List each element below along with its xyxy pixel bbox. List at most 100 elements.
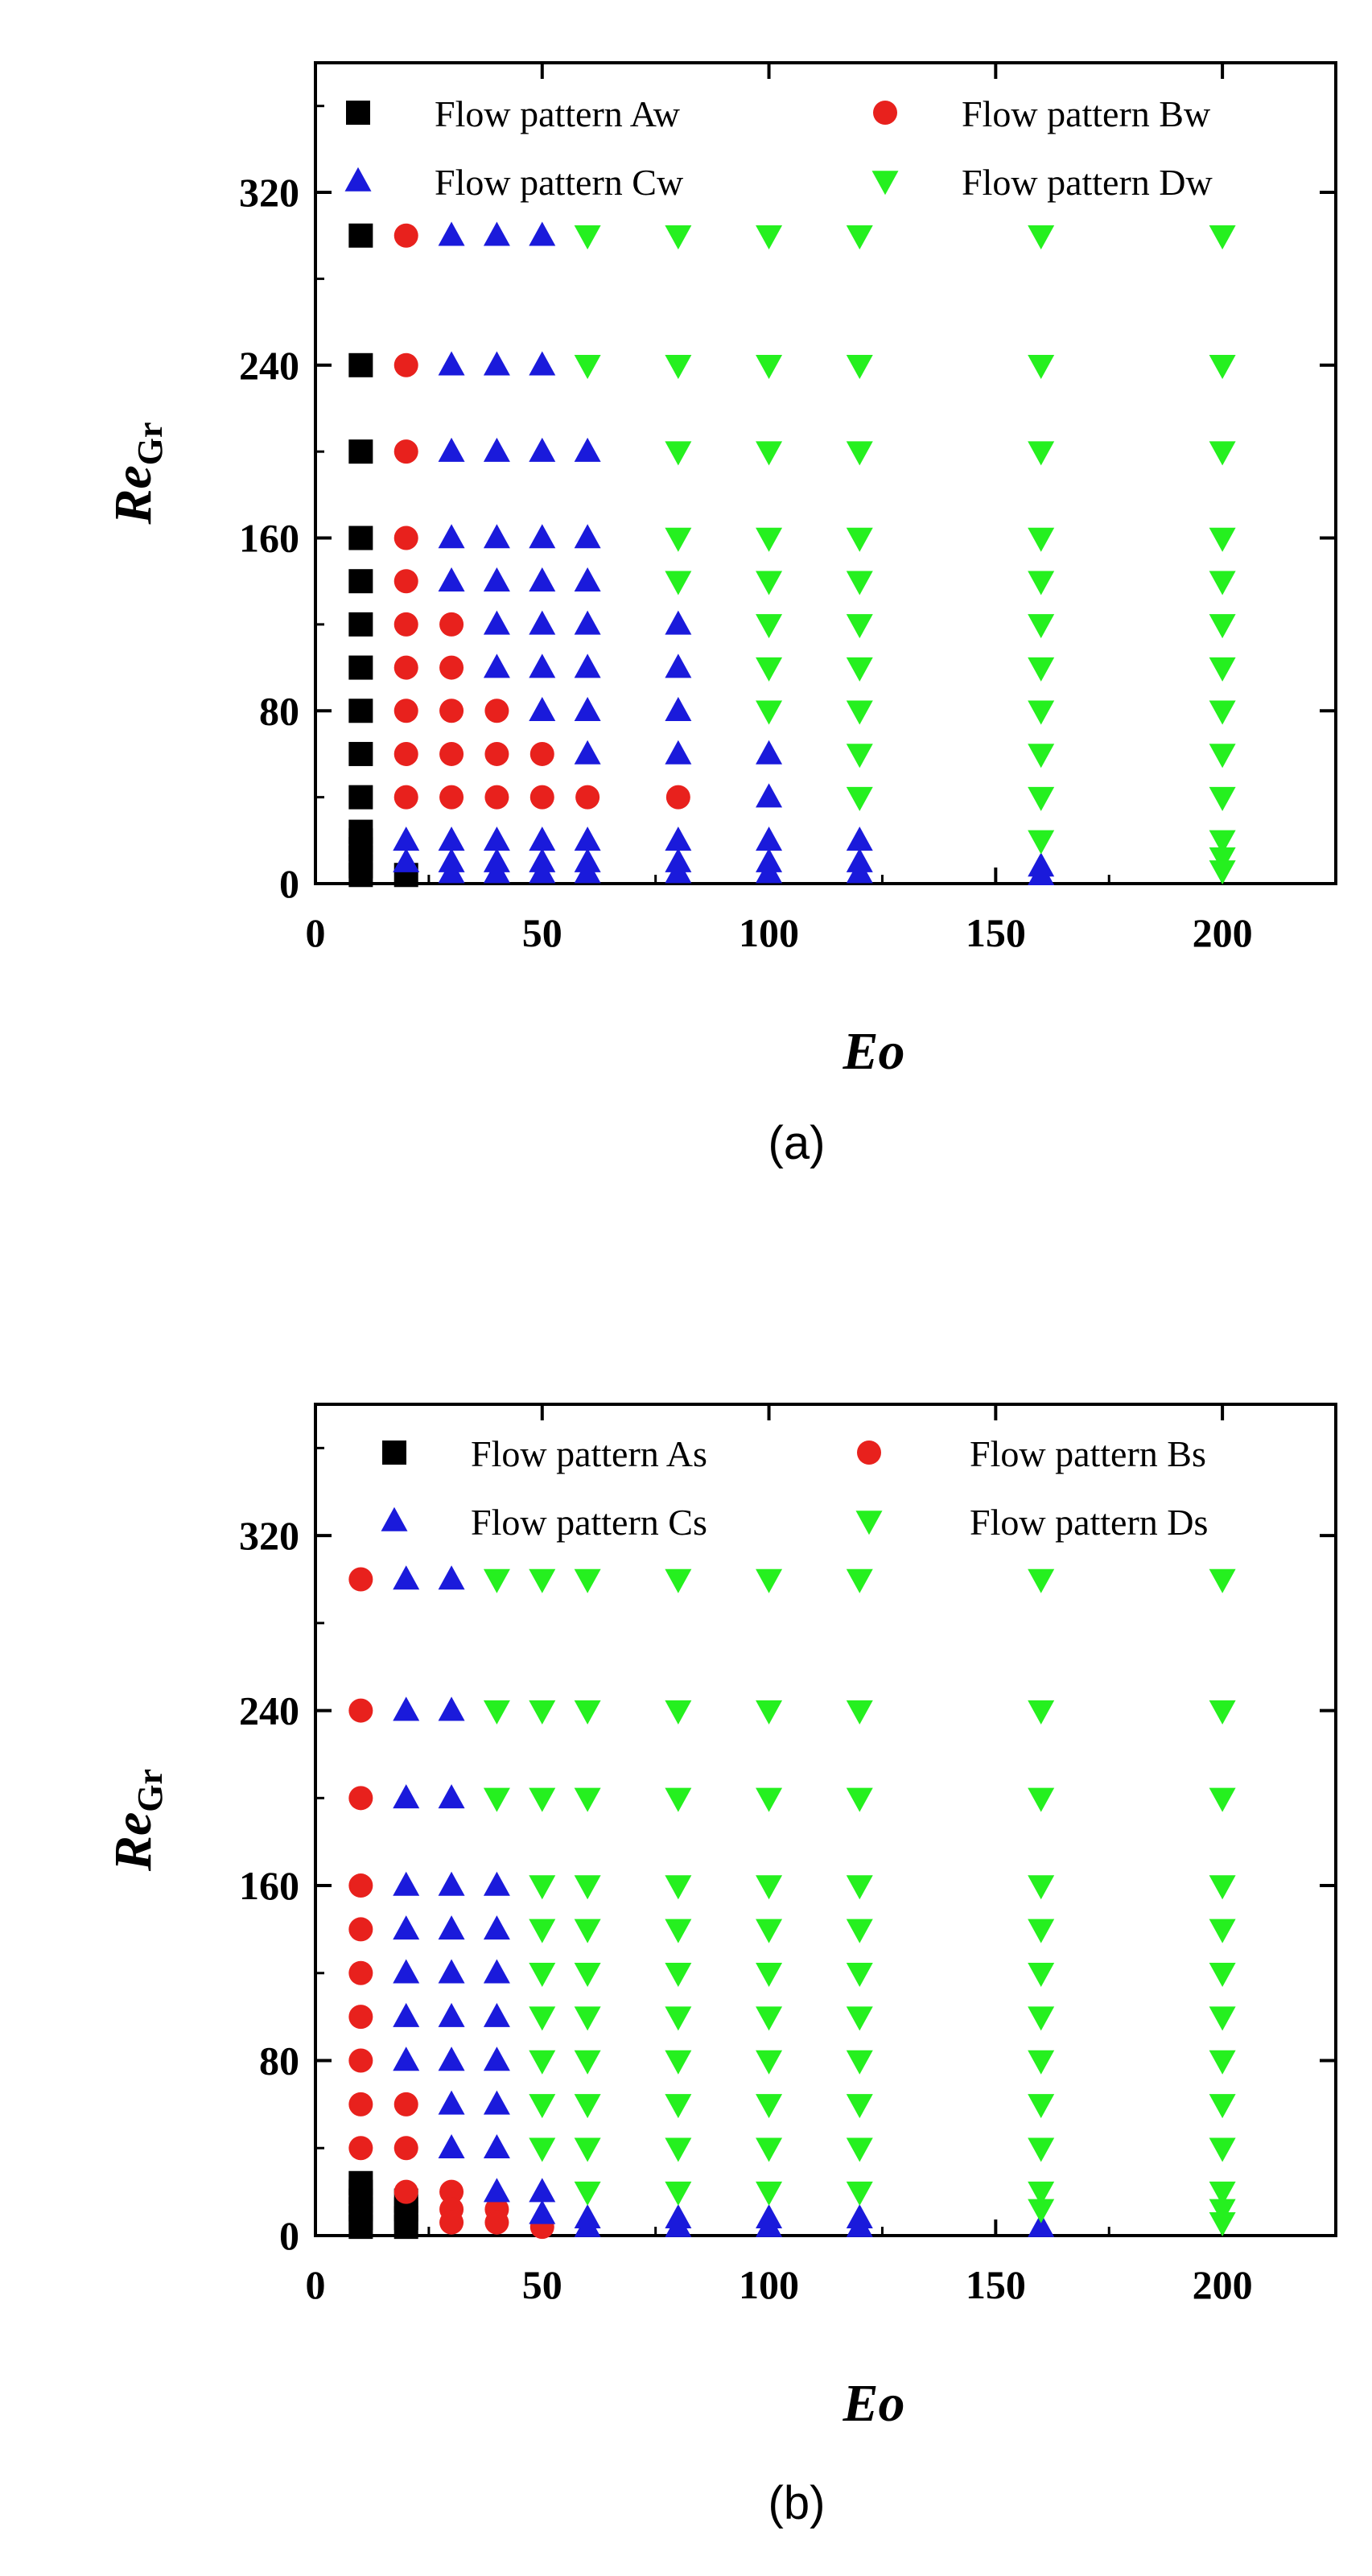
x-tick-label: 150 [966,2262,1026,2307]
data-point [756,657,783,682]
data-point [665,441,692,466]
data-point [1028,657,1055,682]
data-point [348,569,373,594]
data-point [438,524,465,549]
data-point [529,1568,556,1593]
data-point [1028,1787,1055,1812]
data-point [846,700,873,725]
data-point [1028,830,1055,855]
data-point [846,1919,873,1943]
series-2 [393,223,690,810]
data-point [846,657,873,682]
data-point [1209,527,1236,552]
data-point [529,351,556,376]
data-point [529,1963,556,1988]
data-point [574,2137,601,2162]
legend-label: Flow pattern Bw [962,93,1211,134]
data-point [438,2090,465,2115]
data-point [529,437,556,462]
data-point [529,785,554,810]
data-point [438,351,465,376]
data-point [438,567,465,591]
data-point [484,699,509,723]
data-point [438,2046,465,2071]
y-tick-label: 320 [239,1513,299,1558]
data-point [484,741,509,766]
data-point [665,2181,692,2206]
legend-marker [855,1511,883,1535]
data-point [846,2050,873,2075]
data-point [574,1568,601,1593]
data-point [1209,1875,1236,1900]
data-point [348,1698,373,1723]
data-point [756,571,783,596]
data-point [348,526,373,550]
data-point [1028,2181,1055,2206]
data-point [574,2181,601,2206]
data-point [1209,1963,1236,1988]
data-point [665,225,692,249]
data-point [575,785,600,810]
data-point [393,1915,420,1940]
data-point [348,785,373,810]
x-tick-label: 0 [306,2262,326,2307]
data-point [756,527,783,552]
series-3 [393,221,1055,886]
data-point [756,1700,783,1725]
data-point [574,859,601,884]
data-point [483,221,510,246]
data-point [348,352,373,377]
data-point [393,655,418,680]
series-3 [393,1565,1055,2237]
data-point [439,785,464,810]
data-point [846,1963,873,1988]
data-point [756,2137,783,2162]
data-point [1028,2199,1055,2224]
x-axis-title: Eo [842,1022,904,1081]
x-tick-label: 150 [966,910,1026,955]
data-point [665,2137,692,2162]
legend-marker [344,167,372,192]
data-point [483,2002,510,2027]
data-point [846,826,873,851]
y-axis-title: ReGr [104,1769,170,1872]
data-point [348,2005,373,2030]
data-point [846,355,873,380]
legend-marker [382,1440,406,1465]
data-point [529,1919,556,1943]
data-point [1209,355,1236,380]
data-point [574,225,601,249]
data-point [348,223,373,248]
data-point [1209,1787,1236,1812]
data-point [846,1700,873,1725]
data-point [529,653,556,678]
legend-label: Flow pattern Cs [471,1502,707,1543]
data-point [483,826,510,851]
data-point [574,1963,601,1988]
data-point [348,1917,373,1942]
data-point [529,859,556,884]
data-point [439,699,464,723]
data-point [483,1915,510,1940]
data-point [438,221,465,246]
data-point [1028,1875,1055,1900]
legend-marker [871,171,899,196]
legend-marker [857,1440,881,1465]
data-point [393,2046,420,2071]
legend-label: Flow pattern Cw [435,162,684,203]
data-point [1028,2212,1055,2237]
data-point [1028,2050,1055,2075]
data-point [393,1696,420,1721]
data-point [756,1919,783,1943]
data-point [1209,441,1236,466]
data-point [756,740,783,765]
data-point [1209,786,1236,811]
data-point [1028,2094,1055,2119]
data-point [756,1875,783,1900]
data-point [529,1700,556,1725]
data-point [393,826,420,851]
data-point [846,1787,873,1812]
data-point [756,2094,783,2119]
data-point [439,612,464,637]
